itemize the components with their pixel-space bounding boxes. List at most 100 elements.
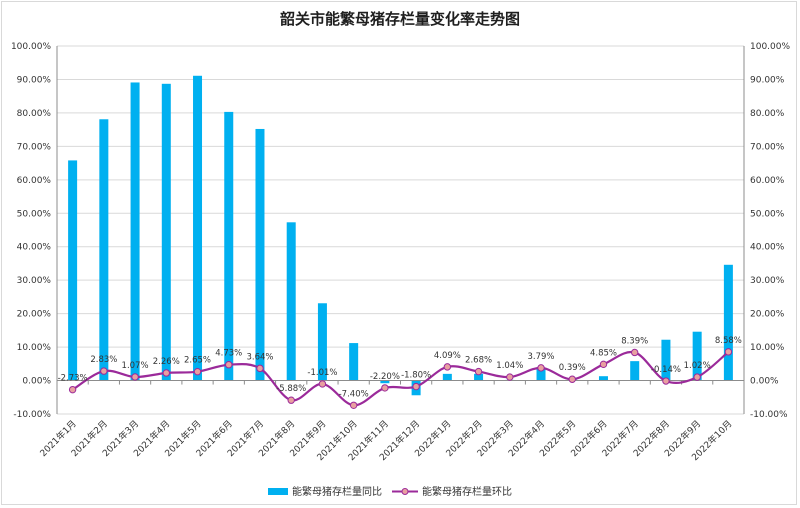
grid-lines (57, 45, 744, 415)
data-label: 1.04% (496, 361, 523, 371)
bar (193, 75, 203, 381)
line-point (100, 367, 108, 375)
data-label: 1.07% (122, 361, 149, 371)
bar (474, 373, 484, 381)
bar (630, 361, 640, 381)
legend-bar-swatch (268, 488, 288, 495)
y-tick-label-left: 40.00% (17, 243, 52, 253)
bar (68, 160, 78, 381)
bar (442, 373, 452, 381)
bar (255, 128, 265, 381)
y-tick-label-right: -10.00% (750, 410, 788, 420)
line-point (349, 401, 358, 410)
data-label: 4.85% (590, 348, 617, 358)
bar (317, 303, 327, 381)
chart-title: 韶关市能繁母猪存栏量变化率走势图 (280, 10, 520, 28)
y-axis-right: -10.00% 0.00% 10.00% 20.00% 30.00% 40.00% 50.0… (750, 42, 790, 420)
y-tick-label-right: 80.00% (750, 109, 785, 119)
y-tick-label-right: 90.00% (750, 75, 785, 85)
line-point (381, 384, 389, 392)
y-tick-label-left: 70.00% (17, 142, 52, 152)
y-tick-label-right: 30.00% (750, 276, 785, 286)
data-label: -7.40% (339, 389, 369, 399)
y-tick-label-left: 50.00% (17, 209, 52, 219)
line-point (474, 367, 483, 376)
data-label: -1.80% (401, 371, 431, 381)
bar (224, 111, 234, 381)
y-axis-left: -10.00% 0.00% 10.00% 20.00% 30.00% 40.00% 50.0… (11, 42, 51, 420)
data-label: -1.01% (307, 368, 337, 378)
line-point (631, 348, 639, 357)
line-data-labels: -2.73%2.83% 1.07% 2.26% 2.65% 4.73% 3.64% -5.8… (58, 336, 742, 399)
data-label: 3.79% (528, 352, 555, 362)
data-label: -2.73% (58, 374, 88, 384)
bar (349, 343, 359, 381)
bar (130, 82, 140, 381)
line-point (287, 396, 295, 404)
data-label: -5.88% (276, 384, 306, 394)
y-tick-label-left: 30.00% (17, 276, 52, 286)
y-tick-label-left: 100.00% (11, 42, 51, 52)
bar (286, 222, 296, 381)
data-label: -2.20% (370, 372, 400, 382)
y-tick-label-right: 40.00% (750, 243, 785, 253)
bar-series (68, 75, 733, 396)
data-label: 1.02% (684, 361, 711, 371)
y-tick-label-left: 90.00% (17, 75, 52, 85)
y-tick-label-right: 70.00% (750, 142, 785, 152)
y-tick-label-left: 80.00% (17, 109, 52, 119)
y-tick-label-left: 20.00% (17, 310, 52, 320)
line-point (131, 373, 139, 381)
line-point (506, 373, 514, 381)
y-tick-label-right: 10.00% (750, 343, 785, 353)
data-label: 4.09% (434, 351, 461, 361)
y-tick-label-right: 20.00% (750, 310, 785, 320)
line-series (72, 350, 730, 407)
line-point (599, 360, 608, 369)
line-point (662, 377, 670, 385)
axes (56, 46, 745, 414)
y-tick-label-left: 10.00% (17, 343, 52, 353)
y-tick-label-right: 60.00% (750, 176, 785, 186)
y-tick-label-right: 0.00% (750, 377, 779, 387)
line-point (162, 369, 170, 377)
bar (380, 380, 390, 384)
line-point (412, 382, 420, 391)
bar (161, 83, 171, 381)
data-label: 4.73% (215, 349, 242, 359)
bar (99, 119, 109, 381)
line-point (568, 375, 576, 383)
data-label: 8.58% (715, 336, 742, 346)
data-label: 2.83% (90, 355, 117, 365)
bar (692, 331, 702, 381)
line-point (443, 363, 452, 371)
line-point (256, 364, 264, 373)
y-tick-label-right: 50.00% (750, 209, 785, 219)
y-tick-label-left: 60.00% (17, 176, 52, 186)
bar (723, 264, 733, 381)
legend-line-label: 能繁母猪存栏量环比 (422, 485, 512, 498)
line-point (724, 348, 733, 356)
data-label: 8.39% (621, 336, 648, 346)
bar (536, 367, 546, 381)
line-point (68, 385, 77, 394)
data-label: 0.39% (559, 363, 586, 373)
data-label: 2.26% (153, 357, 180, 367)
line-point (225, 361, 233, 369)
x-axis: 2021年1月2021年2月2021年3月2021年4月2021年5月2021年… (37, 418, 734, 464)
legend-line-marker (401, 488, 409, 495)
data-label: -0.14% (651, 365, 681, 375)
data-label: 2.68% (465, 356, 492, 366)
legend-bar-label: 能繁母猪存栏量同比 (292, 485, 382, 498)
line-point (193, 367, 202, 376)
line-path (72, 350, 730, 407)
data-label: 2.65% (184, 356, 211, 366)
data-label: 3.64% (246, 352, 273, 362)
y-tick-label-right: 100.00% (750, 42, 790, 52)
bar (598, 376, 608, 381)
line-point (693, 373, 701, 381)
legend: 能繁母猪存栏量同比 能繁母猪存栏量环比 (268, 485, 512, 498)
line-point (318, 380, 327, 388)
